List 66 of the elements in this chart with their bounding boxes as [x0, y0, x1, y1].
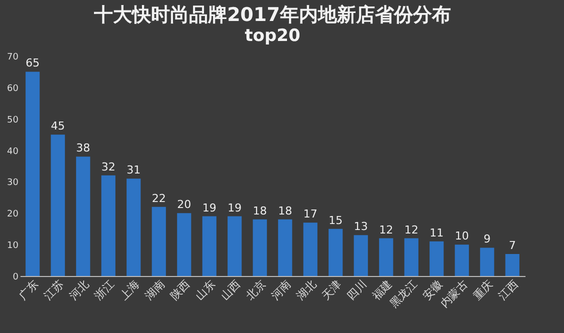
x-tick-label: 上海 [117, 278, 142, 303]
bar [101, 175, 116, 276]
data-label: 7 [508, 239, 516, 252]
x-tick-label: 四川 [344, 278, 370, 303]
bar [76, 156, 90, 276]
bar [379, 238, 394, 276]
chart-title: 十大快时尚品牌2017年内地新店省份分布 [93, 4, 451, 26]
bar [404, 238, 418, 276]
x-tick-label: 重庆 [470, 278, 496, 303]
bar [228, 216, 242, 276]
x-tick-label: 湖北 [294, 278, 319, 303]
data-label: 18 [278, 204, 292, 218]
x-tick-label: 江西 [496, 278, 521, 303]
data-label: 32 [101, 160, 116, 174]
data-label: 9 [484, 232, 491, 246]
x-tick-label: 河南 [268, 278, 294, 303]
y-tick-label: 20 [7, 210, 19, 220]
bar [430, 241, 444, 276]
bar [126, 178, 141, 276]
data-label: 38 [76, 142, 90, 155]
x-tick-label: 浙江 [92, 278, 117, 303]
data-label: 45 [50, 120, 65, 133]
data-label: 18 [252, 204, 267, 218]
data-label: 11 [430, 226, 444, 240]
bar [454, 244, 469, 276]
data-label: 31 [126, 164, 141, 177]
bar [202, 216, 216, 276]
x-tick-label: 北京 [244, 278, 268, 303]
bar [505, 254, 520, 276]
x-tick-label: 山东 [193, 278, 218, 303]
y-tick-label: 0 [12, 272, 19, 282]
y-tick-label: 70 [7, 52, 19, 62]
data-label: 10 [454, 230, 469, 243]
y-tick-label: 50 [7, 115, 19, 126]
bar [50, 134, 65, 276]
x-tick-label: 江苏 [42, 278, 66, 303]
x-tick-label: 山西 [218, 278, 244, 303]
bar [354, 235, 368, 276]
bar [152, 206, 166, 276]
bar [278, 219, 292, 276]
bar [26, 72, 40, 276]
y-tick-label: 40 [7, 146, 19, 157]
data-label: 15 [328, 214, 343, 227]
data-label: 12 [379, 223, 394, 236]
data-label: 19 [228, 201, 242, 214]
data-label: 65 [26, 56, 40, 70]
data-label: 12 [404, 223, 418, 236]
x-tick-label: 河北 [66, 278, 92, 303]
y-tick-label: 60 [7, 84, 19, 94]
bar [177, 213, 192, 276]
x-tick-label: 湖南 [142, 278, 168, 303]
bar [252, 219, 267, 276]
data-label: 20 [177, 198, 192, 212]
x-tick-label: 陕西 [168, 278, 193, 303]
chart-subtitle: top20 [244, 26, 300, 46]
data-label: 22 [152, 192, 166, 205]
data-label: 19 [202, 201, 216, 214]
data-label: 13 [354, 220, 368, 234]
data-label: 17 [303, 208, 318, 221]
y-tick-label: 10 [7, 241, 19, 252]
x-tick-label: 天津 [319, 278, 344, 303]
y-tick-label: 30 [7, 178, 19, 188]
bar [480, 248, 494, 276]
x-tick-label: 广东 [16, 278, 42, 303]
bar [303, 222, 318, 276]
bar [328, 228, 343, 276]
